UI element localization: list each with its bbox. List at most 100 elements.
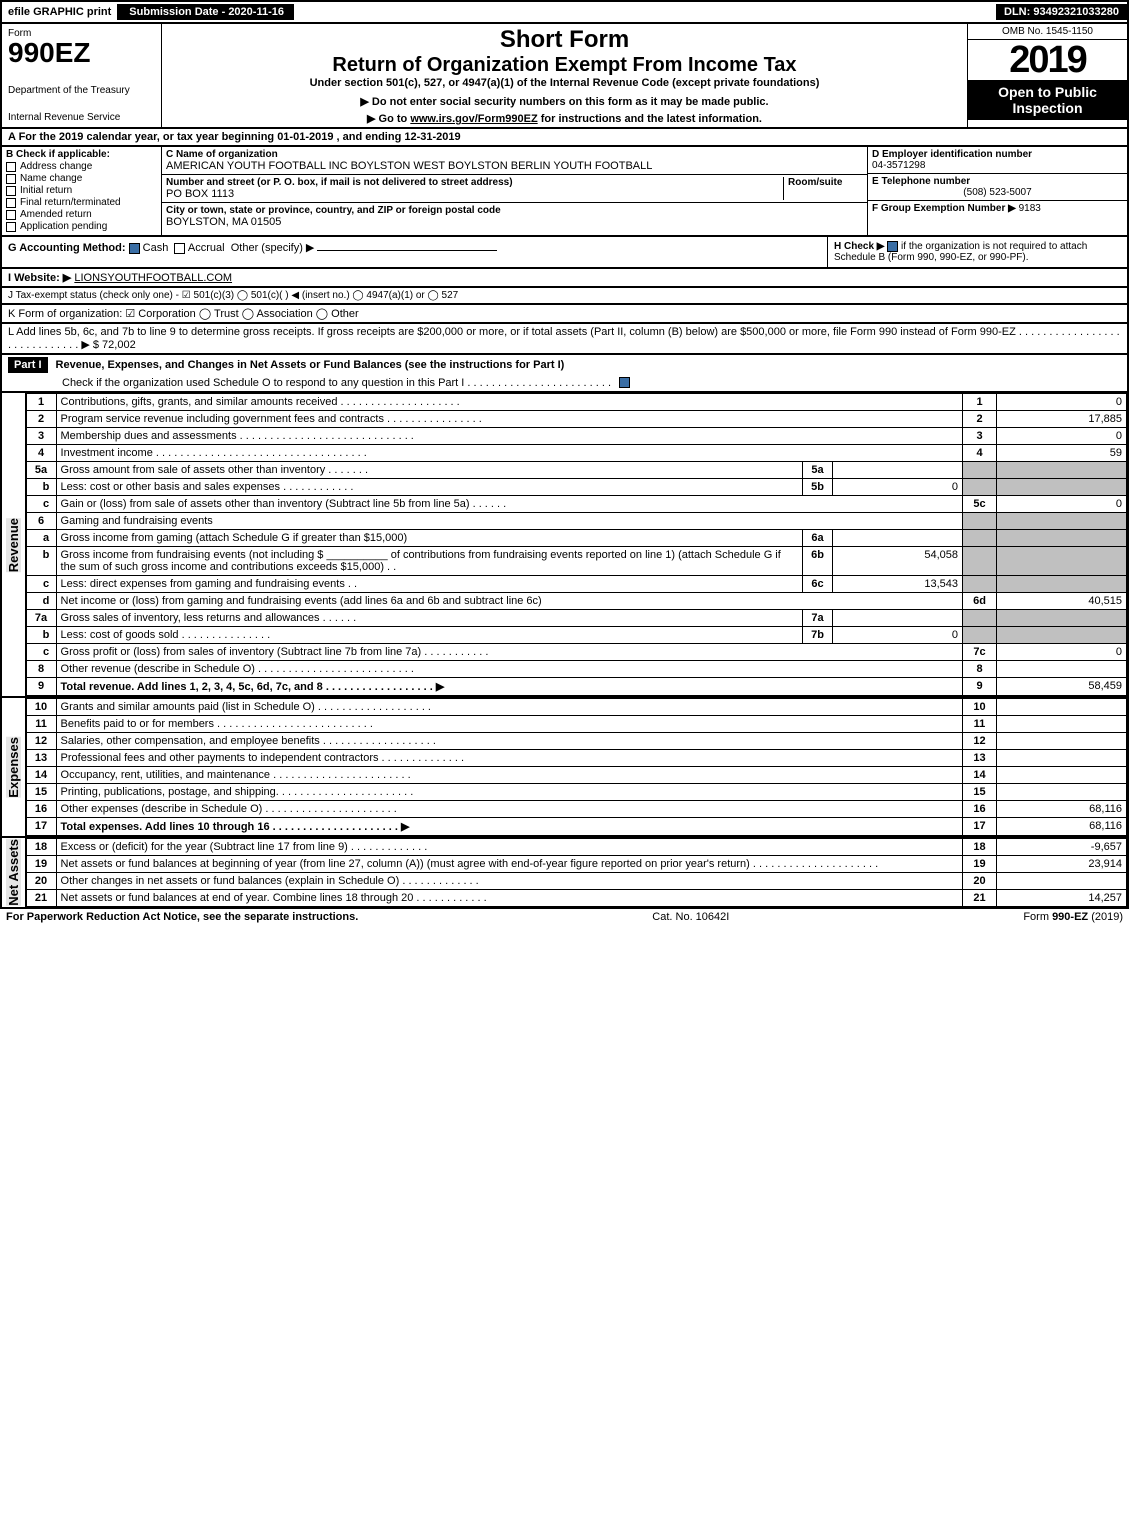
website-value: LIONSYOUTHFOOTBALL.COM [74,272,232,284]
page-footer: For Paperwork Reduction Act Notice, see … [0,909,1129,925]
part-i-header: Part I Revenue, Expenses, and Changes in… [0,355,1129,393]
top-bar: efile GRAPHIC print Submission Date - 20… [0,0,1129,24]
chk-initial-return[interactable] [6,186,16,196]
line-13: 13Professional fees and other payments t… [26,750,1126,767]
revenue-side-label: Revenue [6,518,21,572]
expenses-table: 10Grants and similar amounts paid (list … [26,698,1127,836]
website-label: I Website: ▶ [8,272,71,284]
line-5c: cGain or (loss) from sale of assets othe… [26,496,1126,513]
other-specify-input[interactable] [317,250,497,251]
line-2: 2Program service revenue including gover… [26,411,1126,428]
line-10: 10Grants and similar amounts paid (list … [26,699,1126,716]
footer-left: For Paperwork Reduction Act Notice, see … [6,911,358,923]
omb-number: OMB No. 1545-1150 [968,24,1127,40]
ein-value: 04-3571298 [872,160,1123,171]
chk-address-change[interactable] [6,162,16,172]
expenses-side-label: Expenses [6,737,21,798]
part-i-label: Part I [8,357,48,373]
ssn-note: ▶ Do not enter social security numbers o… [168,95,961,108]
group-label: F Group Exemption Number ▶ [872,203,1016,214]
line-16: 16Other expenses (describe in Schedule O… [26,801,1126,818]
row-l-text: L Add lines 5b, 6c, and 7b to line 9 to … [8,326,1120,351]
revenue-section: Revenue 1Contributions, gifts, grants, a… [0,393,1129,698]
tel-label: E Telephone number [872,176,1123,187]
net-assets-table: 18Excess or (deficit) for the year (Subt… [26,838,1127,907]
line-6: 6Gaming and fundraising events [26,513,1126,530]
return-title: Return of Organization Exempt From Incom… [168,54,961,77]
ein-label: D Employer identification number [872,149,1123,160]
line-14: 14Occupancy, rent, utilities, and mainte… [26,767,1126,784]
block-def: D Employer identification number 04-3571… [867,147,1127,235]
chk-cash[interactable] [129,243,140,254]
line-6d: dNet income or (loss) from gaming and fu… [26,593,1126,610]
line-11: 11Benefits paid to or for members . . . … [26,716,1126,733]
line-5b: bLess: cost or other basis and sales exp… [26,479,1126,496]
goto-link: ▶ Go to www.irs.gov/Form990EZ for instru… [168,112,961,125]
line-5a: 5aGross amount from sale of assets other… [26,462,1126,479]
dept-treasury: Department of the Treasury [8,85,155,96]
row-a-tax-year: A For the 2019 calendar year, or tax yea… [0,129,1129,147]
line-6b: bGross income from fundraising events (n… [26,547,1126,576]
block-c: C Name of organization AMERICAN YOUTH FO… [162,147,867,235]
chk-name-change[interactable] [6,174,16,184]
city-value: BOYLSTON, MA 01505 [166,216,863,228]
street-value: PO BOX 1113 [166,188,783,200]
open-public: Open to Public Inspection [968,80,1127,120]
part-i-title: Revenue, Expenses, and Changes in Net As… [56,359,565,371]
line-1: 1Contributions, gifts, grants, and simil… [26,394,1126,411]
row-j: J Tax-exempt status (check only one) - ☑… [0,288,1129,305]
footer-center: Cat. No. 10642I [358,911,1023,923]
chk-accrual[interactable] [174,243,185,254]
line-12: 12Salaries, other compensation, and empl… [26,733,1126,750]
line-6c: cLess: direct expenses from gaming and f… [26,576,1126,593]
chk-amended-return[interactable] [6,210,16,220]
chk-schedule-o[interactable] [619,377,630,388]
form-number: 990EZ [8,37,155,69]
org-info-block: B Check if applicable: Address change Na… [0,147,1129,237]
line-7a: 7aGross sales of inventory, less returns… [26,610,1126,627]
row-k: K Form of organization: ☑ Corporation ◯ … [0,305,1129,324]
row-l: L Add lines 5b, 6c, and 7b to line 9 to … [0,324,1129,355]
room-label: Room/suite [788,177,863,188]
form-header: Form 990EZ Department of the Treasury In… [0,24,1129,129]
city-label: City or town, state or province, country… [166,205,863,216]
row-i: I Website: ▶ LIONSYOUTHFOOTBALL.COM [0,269,1129,288]
dept-irs: Internal Revenue Service [8,112,155,123]
line-8: 8Other revenue (describe in Schedule O) … [26,661,1126,678]
line-3: 3Membership dues and assessments . . . .… [26,428,1126,445]
line-7c: cGross profit or (loss) from sales of in… [26,644,1126,661]
row-gh: G Accounting Method: Cash Accrual Other … [0,237,1129,269]
block-b: B Check if applicable: Address change Na… [2,147,162,235]
line-17: 17Total expenses. Add lines 10 through 1… [26,818,1126,836]
short-form-title: Short Form [168,26,961,54]
line-4: 4Investment income . . . . . . . . . . .… [26,445,1126,462]
chk-application-pending[interactable] [6,222,16,232]
part-i-sub: Check if the organization used Schedule … [62,377,611,389]
net-assets-section: Net Assets 18Excess or (deficit) for the… [0,838,1129,909]
expenses-section: Expenses 10Grants and similar amounts pa… [0,698,1129,838]
under-section: Under section 501(c), 527, or 4947(a)(1)… [168,77,961,89]
group-value: 9183 [1019,203,1041,214]
line-6a: aGross income from gaming (attach Schedu… [26,530,1126,547]
street-label: Number and street (or P. O. box, if mail… [166,177,783,188]
line-19: 19Net assets or fund balances at beginni… [26,856,1126,873]
line-21: 21Net assets or fund balances at end of … [26,890,1126,907]
line-20: 20Other changes in net assets or fund ba… [26,873,1126,890]
tel-value: (508) 523-5007 [872,187,1123,198]
chk-final-return[interactable] [6,198,16,208]
dln-label: DLN: 93492321033280 [996,4,1127,20]
org-name-label: C Name of organization [166,149,863,160]
block-b-header: B Check if applicable: [6,149,157,160]
line-7b: bLess: cost of goods sold . . . . . . . … [26,627,1126,644]
h-label: H Check ▶ [834,241,884,252]
tax-year: 2019 [968,40,1127,80]
irs-link[interactable]: www.irs.gov/Form990EZ [410,113,537,125]
efile-print-label[interactable]: efile GRAPHIC print [2,4,119,20]
footer-right: Form Form 990-EZ (2019)990-EZ (2019) [1023,911,1123,923]
chk-schedule-b[interactable] [887,241,898,252]
revenue-table: 1Contributions, gifts, grants, and simil… [26,393,1127,696]
line-9: 9Total revenue. Add lines 1, 2, 3, 4, 5c… [26,678,1126,696]
submission-date: Submission Date - 2020-11-16 [119,4,294,20]
line-15: 15Printing, publications, postage, and s… [26,784,1126,801]
net-assets-side-label: Net Assets [6,839,21,906]
